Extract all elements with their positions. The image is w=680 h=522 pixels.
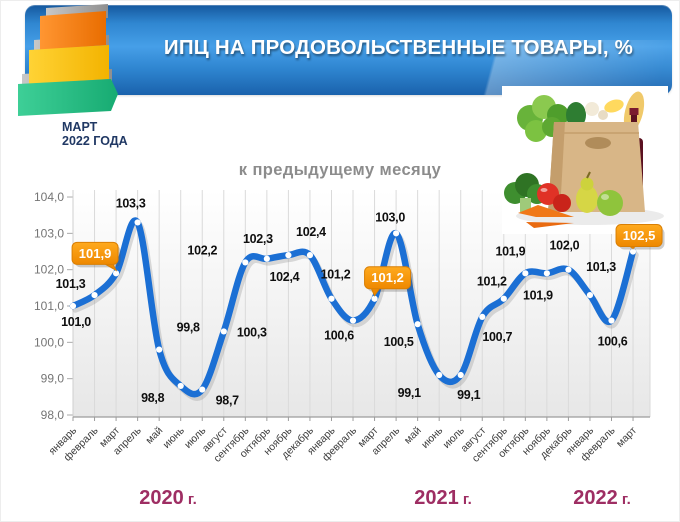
y-tick-label: 101,0 (34, 299, 64, 313)
data-point (457, 371, 464, 379)
data-point (371, 295, 378, 302)
data-point (414, 321, 421, 328)
callout-box (615, 224, 663, 248)
data-point (328, 295, 335, 302)
data-point-label: 100,7 (482, 330, 512, 344)
data-point (199, 386, 206, 393)
data-point (263, 255, 270, 262)
chart-subtitle: к предыдущему месяцу (238, 161, 442, 179)
data-point-label: 103,0 (375, 210, 405, 224)
data-point (586, 292, 594, 299)
data-point (500, 295, 507, 302)
callout-label: 101,9 (79, 246, 112, 261)
report-period-year: 2022 ГОДА (62, 134, 128, 148)
y-tick-label: 100,0 (34, 335, 64, 349)
data-point (134, 219, 141, 226)
y-tick-label: 102,0 (34, 263, 64, 277)
data-point (242, 259, 249, 266)
callout-box (71, 241, 119, 265)
data-point (565, 266, 572, 273)
y-tick-label: 98,0 (41, 408, 65, 422)
data-point (220, 328, 227, 335)
data-point-label: 99,1 (398, 386, 421, 400)
y-tick-label: 104,0 (34, 190, 64, 204)
year-label: 2022 г. (573, 487, 631, 509)
month-label: июнь (161, 424, 188, 451)
data-point (436, 371, 443, 379)
data-point-label: 102,0 (550, 239, 580, 253)
data-point (112, 270, 120, 277)
data-point (349, 317, 357, 324)
data-point-label: 102,3 (243, 232, 273, 246)
data-point-label: 98,7 (216, 394, 239, 408)
data-point-label: 101,0 (61, 315, 91, 329)
data-point-label: 103,3 (116, 196, 146, 210)
data-point (285, 252, 292, 259)
data-point-label: 102,4 (296, 225, 326, 239)
chart-series: 101,0 101,3 103,3 99,8 98,8 98,7 100,3 102,2 102… (56, 196, 665, 408)
data-point (177, 382, 184, 390)
data-point (306, 252, 314, 259)
month-label: март (614, 425, 639, 450)
header-banner: ИПЦ НА ПРОДОВОЛЬСТВЕННЫЕ ТОВАРЫ, % (25, 5, 672, 95)
data-point (91, 292, 98, 299)
callout: 101,9 (71, 241, 121, 272)
data-point (543, 270, 550, 277)
data-point (156, 346, 163, 353)
data-point-label: 101,9 (523, 288, 553, 302)
year-label: 2021 г. (414, 487, 472, 509)
data-point-label: 100,6 (598, 335, 628, 349)
data-point-label: 100,5 (384, 335, 414, 349)
data-point-label: 102,4 (270, 270, 300, 284)
banner-gloss (372, 40, 672, 95)
data-point-label: 99,8 (177, 321, 200, 335)
data-point-label: 100,6 (324, 329, 354, 343)
month-label: июнь (419, 424, 446, 451)
data-point-label: 99,1 (457, 388, 480, 402)
data-point (393, 230, 400, 237)
y-tick-label: 99,0 (41, 372, 65, 386)
data-point (69, 302, 77, 310)
callout-box (364, 266, 412, 290)
grocery-photo (502, 86, 668, 234)
report-period-month: МАРТ (62, 120, 98, 134)
data-point-label: 101,9 (495, 244, 525, 258)
data-point (608, 317, 615, 324)
data-point-label: 101,2 (477, 275, 507, 289)
data-point-label: 101,3 (56, 277, 86, 291)
year-label: 2020 г. (139, 487, 197, 509)
callout: 101,2 (364, 266, 414, 297)
data-point-label: 98,8 (141, 391, 164, 405)
data-point-label: 100,3 (237, 325, 267, 339)
report-period: МАРТ 2022 ГОДА (62, 120, 128, 148)
callout-label: 102,5 (623, 228, 656, 243)
data-point-label: 101,3 (586, 260, 616, 274)
data-point (479, 313, 486, 321)
data-point (522, 270, 529, 277)
statistics-steps-logo-icon (18, 4, 118, 116)
callout: 102,5 (615, 224, 665, 250)
data-point-label: 102,2 (187, 243, 217, 257)
data-point (629, 248, 637, 255)
y-tick-label: 103,0 (34, 226, 64, 240)
callout-label: 101,2 (371, 270, 404, 285)
page-title: ИПЦ НА ПРОДОВОЛЬСТВЕННЫЕ ТОВАРЫ, % (163, 36, 634, 59)
data-point-label: 101,2 (321, 268, 351, 282)
